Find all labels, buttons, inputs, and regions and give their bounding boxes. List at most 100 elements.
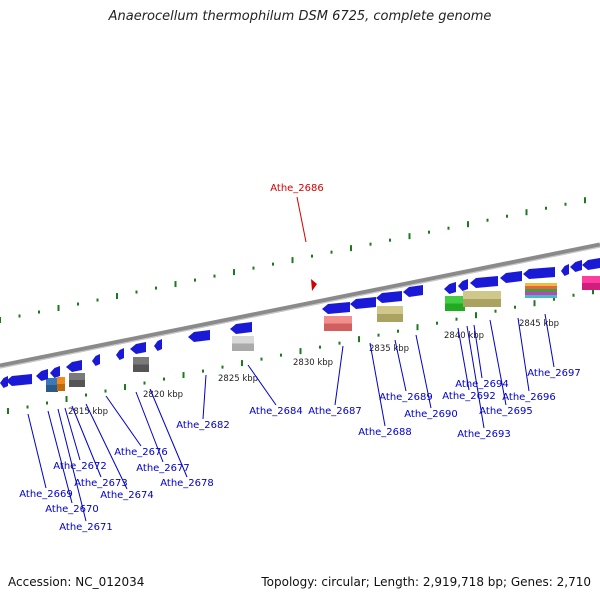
gene-arrow[interactable] — [458, 279, 468, 291]
tick-mark — [116, 293, 118, 300]
gene-label[interactable]: Athe_2678 — [160, 478, 214, 489]
tick-mark — [104, 389, 107, 393]
scale-label: 2835 kbp — [369, 344, 409, 354]
tick-mark — [533, 300, 536, 307]
tick-mark — [369, 242, 372, 246]
gene-label[interactable]: Athe_2692 — [442, 391, 496, 402]
gene-label[interactable]: Athe_2688 — [358, 427, 412, 438]
gene-label[interactable]: Athe_2671 — [59, 522, 113, 533]
gene-label[interactable]: Athe_2693 — [457, 429, 511, 440]
gene-leader — [71, 405, 102, 478]
tick-mark — [338, 341, 341, 345]
gene-arrow[interactable] — [500, 271, 522, 283]
gene-arrow[interactable] — [130, 342, 146, 354]
gene-label[interactable]: Athe_2674 — [100, 490, 154, 501]
gene-arrow[interactable] — [350, 297, 376, 309]
highlight-gene-marker[interactable] — [311, 279, 317, 291]
highlight-gene-label[interactable]: Athe_2686 — [270, 183, 324, 194]
tick-mark — [0, 317, 1, 323]
gene-arrow[interactable] — [36, 369, 48, 381]
gene-leader — [57, 408, 87, 522]
scale-labels: 2815 kbp 2820 kbp 2825 kbp 2830 kbp 2835 kbp… — [68, 319, 559, 417]
tick-mark — [416, 324, 419, 331]
gene-leader — [369, 342, 386, 427]
gene-label[interactable]: Athe_2670 — [45, 504, 99, 515]
gene-arrows[interactable] — [0, 258, 600, 388]
gene-arrow[interactable] — [444, 282, 456, 294]
tick-mark — [155, 286, 157, 290]
tick-mark — [514, 305, 516, 309]
gene-label[interactable]: Athe_2690 — [404, 409, 458, 420]
tick-mark — [455, 317, 458, 321]
gene-arrow[interactable] — [403, 285, 423, 297]
gene-leader — [457, 327, 470, 391]
scale-label: 2815 kbp — [68, 407, 108, 417]
gene-leader — [247, 364, 277, 406]
gene-label[interactable]: Athe_2682 — [176, 420, 230, 431]
gene-arrow[interactable] — [0, 376, 8, 388]
gene-label[interactable]: Athe_2696 — [502, 392, 556, 403]
tick-mark — [545, 206, 547, 210]
tick-mark — [447, 226, 450, 230]
tick-mark — [252, 266, 255, 270]
gene-label[interactable]: Athe_2687 — [308, 406, 362, 417]
gene-arrow[interactable] — [582, 258, 600, 270]
gene-arrow[interactable] — [154, 339, 162, 351]
tick-mark — [77, 302, 79, 306]
gene-callouts[interactable]: Athe_2686 Athe_2669 Athe_2670 Athe_2671 Athe… — [19, 183, 581, 533]
gene-arrow[interactable] — [570, 260, 582, 272]
gene-label[interactable]: Athe_2694 — [455, 379, 509, 390]
gene-arrow[interactable] — [470, 276, 498, 288]
gene-arrow[interactable] — [188, 330, 210, 342]
gene-leader — [64, 407, 81, 461]
accession-label: Accession: NC_012034 — [8, 575, 145, 589]
gene-arrow[interactable] — [50, 366, 60, 378]
gene-leader — [544, 313, 555, 368]
domain-box — [46, 385, 58, 392]
tick-mark — [174, 281, 177, 288]
gene-label[interactable]: Athe_2673 — [74, 478, 128, 489]
tick-mark — [564, 202, 567, 206]
domain-box — [525, 289, 557, 292]
gene-leader — [473, 324, 483, 379]
tick-mark — [194, 278, 196, 282]
domain-box — [69, 380, 85, 387]
domain-box — [445, 296, 465, 304]
domain-box — [445, 303, 465, 311]
tick-mark — [143, 381, 146, 385]
tick-mark — [408, 233, 411, 240]
gene-label[interactable]: Athe_2697 — [527, 368, 581, 379]
tick-mark — [475, 312, 477, 319]
tick-mark — [389, 238, 391, 242]
gene-label[interactable]: Athe_2695 — [479, 406, 533, 417]
gene-label[interactable]: Athe_2669 — [19, 489, 73, 500]
gene-label[interactable]: Athe_2689 — [379, 392, 433, 403]
gene-arrow[interactable] — [561, 264, 569, 276]
gene-arrow[interactable] — [376, 291, 402, 303]
domain-box — [57, 384, 65, 391]
tick-mark — [241, 360, 243, 367]
gene-arrow[interactable] — [230, 322, 252, 334]
domain-box — [525, 295, 557, 298]
gene-arrow[interactable] — [322, 302, 350, 314]
gene-arrow[interactable] — [66, 360, 82, 372]
gene-arrow[interactable] — [6, 374, 32, 386]
gene-arrow[interactable] — [523, 267, 555, 279]
tick-mark — [272, 262, 274, 266]
domain-box — [377, 314, 403, 322]
gene-arrow[interactable] — [92, 354, 100, 366]
tick-mark — [350, 245, 352, 252]
domain-box — [46, 378, 58, 385]
tick-mark — [221, 365, 224, 369]
gene-leader — [47, 410, 73, 504]
gene-label[interactable]: Athe_2677 — [136, 463, 190, 474]
gene-label[interactable]: Athe_2684 — [249, 406, 303, 417]
domain-box — [377, 306, 403, 314]
tick-mark — [397, 329, 399, 333]
gene-arrow[interactable] — [116, 348, 124, 360]
gene-leader — [149, 388, 188, 478]
tick-mark — [467, 221, 469, 228]
gene-label[interactable]: Athe_2672 — [53, 461, 107, 472]
gene-label[interactable]: Athe_2676 — [114, 447, 168, 458]
